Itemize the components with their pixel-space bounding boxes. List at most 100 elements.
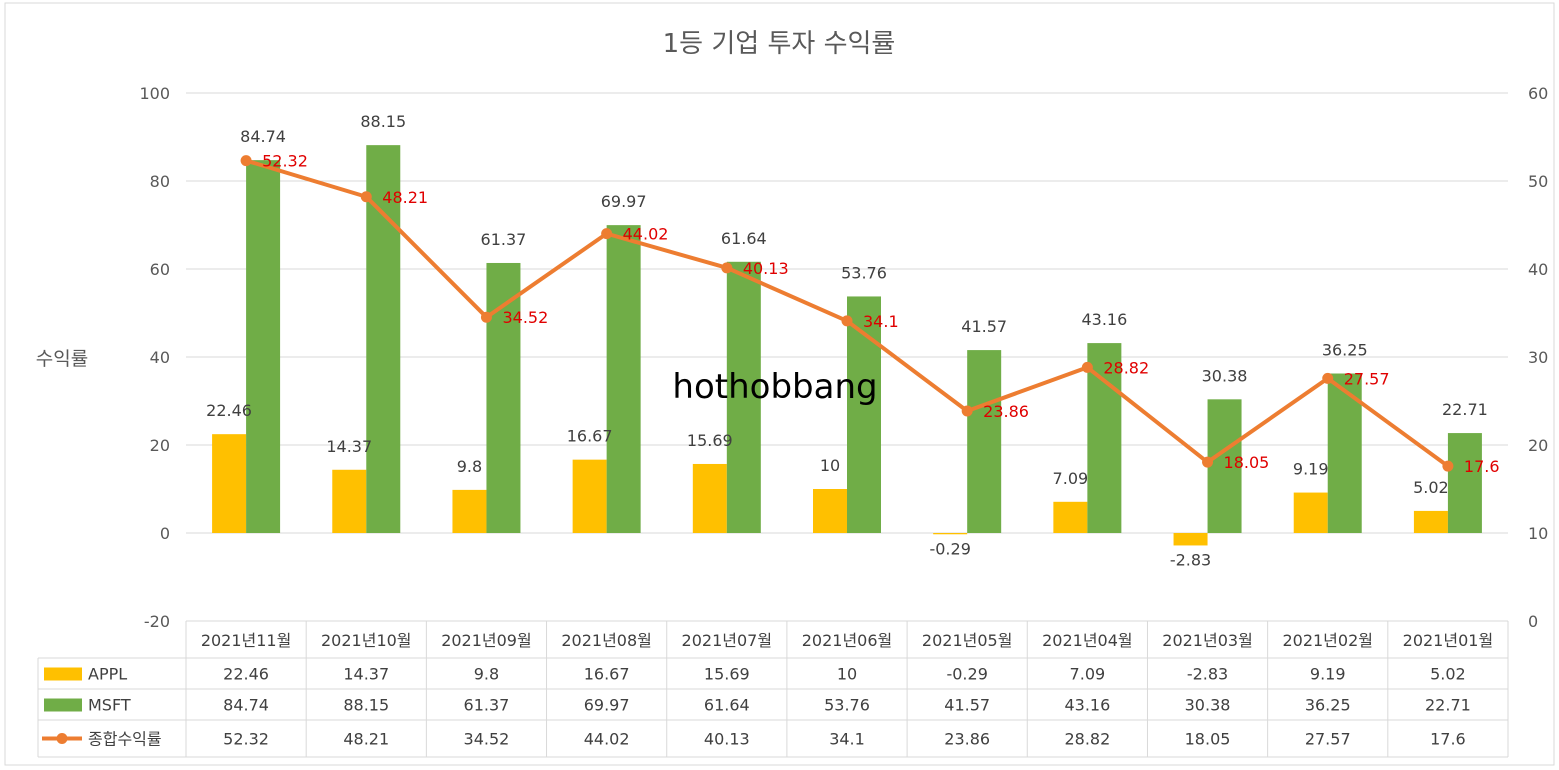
table-category-label: 2021년08월 bbox=[561, 631, 652, 650]
line-data-label: 23.86 bbox=[983, 402, 1029, 421]
y-tick-label: 100 bbox=[139, 84, 170, 103]
data-label-msft: 41.57 bbox=[961, 317, 1007, 336]
table-cell: 22.46 bbox=[223, 665, 269, 684]
line-data-label: 18.05 bbox=[1224, 453, 1270, 472]
legend-label-total: 종합수익률 bbox=[88, 730, 162, 749]
bar-appl bbox=[452, 489, 487, 533]
line-data-label: 34.52 bbox=[502, 308, 548, 327]
data-label-appl: 7.09 bbox=[1053, 469, 1089, 488]
data-table: 2021년11월 2021년10월 2021년09월 2021년08월 2021년07월… bbox=[37, 620, 1509, 758]
line-point bbox=[1442, 460, 1454, 472]
table-category-label: 2021년11월 bbox=[201, 631, 292, 650]
data-label-appl: -0.29 bbox=[929, 539, 970, 558]
data-label-msft: 53.76 bbox=[841, 263, 887, 282]
table-cell: 61.37 bbox=[464, 696, 510, 715]
line-data-label: 34.1 bbox=[863, 312, 899, 331]
legend-label-msft: MSFT bbox=[88, 696, 131, 715]
table-cell: 27.57 bbox=[1305, 730, 1351, 749]
bar-msft bbox=[1207, 399, 1242, 533]
bar-msft bbox=[246, 160, 281, 534]
table-category-label: 2021년10월 bbox=[321, 631, 412, 650]
line-point bbox=[601, 228, 613, 240]
table-cell: 53.76 bbox=[824, 696, 870, 715]
bars bbox=[212, 145, 1482, 546]
table-category-label: 2021년03월 bbox=[1162, 631, 1253, 650]
data-label-appl: 15.69 bbox=[687, 431, 733, 450]
bar-msft bbox=[1087, 343, 1122, 533]
table-cell: -0.29 bbox=[946, 665, 987, 684]
data-label-appl: -2.83 bbox=[1170, 550, 1211, 569]
line-point bbox=[1202, 456, 1214, 468]
legend-key-appl bbox=[44, 667, 82, 681]
table-cell: 17.6 bbox=[1430, 730, 1466, 749]
table-cell: 5.02 bbox=[1430, 665, 1466, 684]
table-cell: 44.02 bbox=[584, 730, 630, 749]
y-axis-left: -20 0 20 40 60 80 100 bbox=[139, 84, 170, 631]
y-tick-label: 80 bbox=[150, 172, 170, 191]
table-cell: 48.21 bbox=[343, 730, 389, 749]
y2-tick-label: 40 bbox=[1528, 260, 1548, 279]
data-label-msft: 36.25 bbox=[1322, 341, 1368, 360]
table-category-label: 2021년04월 bbox=[1042, 631, 1133, 650]
y2-tick-label: 60 bbox=[1528, 84, 1548, 103]
legend-label-appl: APPL bbox=[88, 665, 127, 684]
bar-msft bbox=[967, 350, 1002, 533]
line-point bbox=[240, 155, 252, 167]
table-cell: 28.82 bbox=[1064, 730, 1110, 749]
y2-tick-label: 50 bbox=[1528, 172, 1548, 191]
data-label-appl: 14.37 bbox=[326, 437, 372, 456]
data-label-appl: 9.19 bbox=[1293, 460, 1329, 479]
y-tick-label: 20 bbox=[150, 436, 170, 455]
bar-appl bbox=[1173, 533, 1208, 546]
line-point bbox=[961, 405, 973, 417]
data-label-appl: 16.67 bbox=[567, 427, 613, 446]
table-cell: 43.16 bbox=[1064, 696, 1110, 715]
bar-msft bbox=[366, 145, 401, 533]
data-label-appl: 22.46 bbox=[206, 401, 252, 420]
table-cell: 18.05 bbox=[1185, 730, 1231, 749]
line-data-label: 27.57 bbox=[1344, 369, 1390, 388]
y-tick-label: 60 bbox=[150, 260, 170, 279]
legend-key-msft bbox=[44, 698, 82, 712]
data-labels: 22.46 84.74 14.37 88.15 9.8 61.37 16.67 69.97 15… bbox=[206, 112, 1499, 569]
table-category-label: 2021년01월 bbox=[1403, 631, 1494, 650]
table-cell: 7.09 bbox=[1070, 665, 1106, 684]
line-data-label: 28.82 bbox=[1103, 358, 1149, 377]
line-data-label: 17.6 bbox=[1464, 457, 1500, 476]
table-category-label: 2021년09월 bbox=[441, 631, 532, 650]
bar-appl bbox=[332, 469, 367, 533]
y2-tick-label: 0 bbox=[1528, 612, 1538, 631]
data-label-msft: 88.15 bbox=[360, 112, 406, 131]
table-category-label: 2021년02월 bbox=[1282, 631, 1373, 650]
watermark: hothobbang bbox=[672, 367, 877, 407]
data-label-appl: 10 bbox=[820, 456, 840, 475]
bar-appl bbox=[1293, 492, 1328, 533]
table-cell: 22.71 bbox=[1425, 696, 1471, 715]
table-cell: 36.25 bbox=[1305, 696, 1351, 715]
line-data-label: 48.21 bbox=[382, 188, 428, 207]
table-cell: 61.64 bbox=[704, 696, 750, 715]
table-cell: 15.69 bbox=[704, 665, 750, 684]
data-label-msft: 30.38 bbox=[1202, 366, 1248, 385]
legend-key-marker bbox=[56, 733, 68, 744]
line-point bbox=[1081, 361, 1093, 373]
data-label-msft: 43.16 bbox=[1081, 310, 1127, 329]
table-cell: 69.97 bbox=[584, 696, 630, 715]
bar-appl bbox=[1413, 510, 1448, 533]
table-category-label: 2021년06월 bbox=[802, 631, 893, 650]
bar-msft bbox=[486, 262, 521, 533]
table-cell: 40.13 bbox=[704, 730, 750, 749]
gridlines bbox=[186, 92, 1508, 534]
line-point bbox=[841, 315, 853, 327]
y-tick-label: -20 bbox=[144, 612, 170, 631]
data-label-msft: 61.37 bbox=[481, 230, 527, 249]
data-label-msft: 69.97 bbox=[601, 192, 647, 211]
bar-appl bbox=[572, 459, 607, 533]
table-cell: 9.19 bbox=[1310, 665, 1346, 684]
y-tick-label: 40 bbox=[150, 348, 170, 367]
table-cell: 9.8 bbox=[474, 665, 499, 684]
data-label-appl: 9.8 bbox=[457, 457, 482, 476]
table-cell: 88.15 bbox=[343, 696, 389, 715]
data-label-msft: 22.71 bbox=[1442, 400, 1488, 419]
